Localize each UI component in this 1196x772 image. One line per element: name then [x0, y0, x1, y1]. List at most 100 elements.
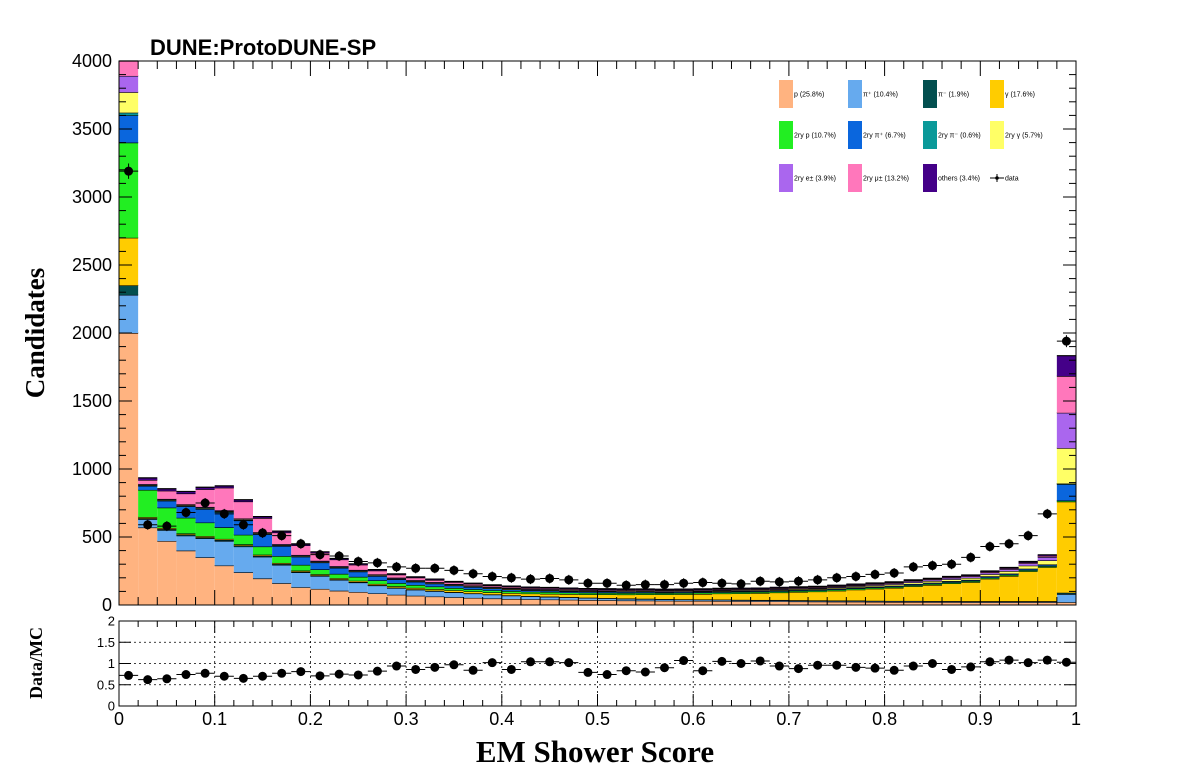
- data-point-marker: [870, 569, 880, 579]
- ratio-point: [176, 670, 196, 680]
- data-point: [463, 568, 483, 579]
- data-point: [578, 578, 598, 589]
- main-axes: 0 500 1000 1500 2000 2500 3000 3500 4000: [72, 51, 1077, 615]
- bar: [291, 564, 311, 571]
- bar: [425, 589, 445, 591]
- bar: [214, 527, 234, 539]
- bar: [578, 600, 598, 605]
- bar: [463, 589, 483, 592]
- data-point: [827, 572, 847, 583]
- bar: [922, 579, 943, 582]
- data-point-marker: [908, 562, 918, 572]
- y-tick-label: 2500: [72, 255, 112, 275]
- ratio-point: [310, 671, 330, 681]
- bar: [520, 591, 541, 594]
- y-tick-label: 2000: [72, 323, 112, 343]
- legend-label: 2ry e± (3.9%): [794, 176, 836, 183]
- bar: [119, 294, 139, 333]
- data-point-marker: [334, 551, 344, 561]
- bar: [138, 527, 158, 605]
- x-tick-label: 0.9: [968, 709, 993, 729]
- bar: [348, 576, 368, 581]
- bar: [922, 602, 943, 605]
- legend-swatch: [990, 80, 1004, 108]
- data-point-marker: [315, 550, 325, 560]
- data-point-marker: [947, 559, 957, 569]
- bar: [674, 599, 694, 601]
- bar: [482, 594, 502, 599]
- ratio-point-marker: [640, 667, 650, 677]
- bar: [884, 602, 904, 605]
- data-point-marker: [181, 508, 191, 518]
- bar: [865, 585, 885, 587]
- data-point-marker: [296, 539, 306, 549]
- ratio-point: [444, 660, 464, 670]
- ratio-point: [291, 667, 311, 677]
- ratio-point-marker: [219, 671, 229, 681]
- legend-swatch: [848, 164, 862, 192]
- bar: [788, 601, 809, 605]
- ratio-point-marker: [258, 671, 268, 681]
- legend-label: π⁺ (10.4%): [863, 92, 898, 99]
- legend-label: p (25.8%): [794, 92, 824, 99]
- bar: [1037, 602, 1057, 605]
- ratio-point: [693, 666, 713, 676]
- data-point-marker: [449, 565, 459, 575]
- data-point-marker: [200, 498, 210, 508]
- ratio-point: [922, 659, 943, 668]
- ratio-point-marker: [181, 670, 191, 680]
- bar: [616, 594, 636, 599]
- data-point: [195, 498, 215, 508]
- bar: [425, 596, 445, 605]
- ratio-point: [329, 669, 349, 679]
- bar: [348, 564, 368, 570]
- data-point: [769, 576, 789, 587]
- bar: [348, 592, 368, 605]
- y-tick-label: 500: [82, 527, 112, 547]
- data-point-marker: [430, 563, 440, 573]
- ratio-point-marker: [296, 667, 306, 677]
- ratio-point-marker: [851, 662, 861, 672]
- bar: [482, 592, 502, 595]
- data-point: [903, 561, 923, 572]
- data-point-marker: [353, 556, 363, 566]
- y-tick-label: 1500: [72, 391, 112, 411]
- ratio-point-marker: [1023, 658, 1033, 668]
- ratio-point: [195, 668, 215, 678]
- legend-label: 2ry p (10.7%): [794, 133, 836, 140]
- bar: [846, 601, 866, 605]
- ratio-point: [808, 660, 828, 670]
- ratio-point: [942, 664, 962, 674]
- bar: [674, 600, 694, 605]
- bar: [616, 598, 636, 601]
- bar: [788, 592, 809, 601]
- bar: [444, 582, 464, 584]
- y-tick-label: 3500: [72, 119, 112, 139]
- ratio-point-marker: [372, 666, 382, 676]
- bar: [214, 565, 234, 605]
- data-point-marker: [679, 578, 689, 588]
- bar: [578, 592, 598, 595]
- bar: [482, 598, 502, 605]
- bar: [195, 522, 215, 537]
- legend-swatch: [779, 164, 793, 192]
- ratio-point: [348, 670, 368, 680]
- bar: [348, 580, 368, 583]
- ratio-point-marker: [602, 670, 612, 680]
- data-point-marker: [219, 509, 229, 519]
- bar: [444, 585, 464, 588]
- x-tick-label: 0.7: [776, 709, 801, 729]
- bar: [444, 597, 464, 605]
- bar: [922, 585, 943, 602]
- data-point: [329, 551, 349, 562]
- data-point-marker: [832, 573, 842, 583]
- bar: [961, 582, 981, 602]
- bar: [654, 599, 675, 601]
- bar: [1056, 376, 1076, 413]
- bar: [406, 595, 426, 605]
- bar: [540, 599, 560, 605]
- bar: [252, 534, 273, 547]
- data-point-marker: [392, 562, 402, 572]
- bar: [616, 593, 636, 595]
- bar: [367, 580, 387, 584]
